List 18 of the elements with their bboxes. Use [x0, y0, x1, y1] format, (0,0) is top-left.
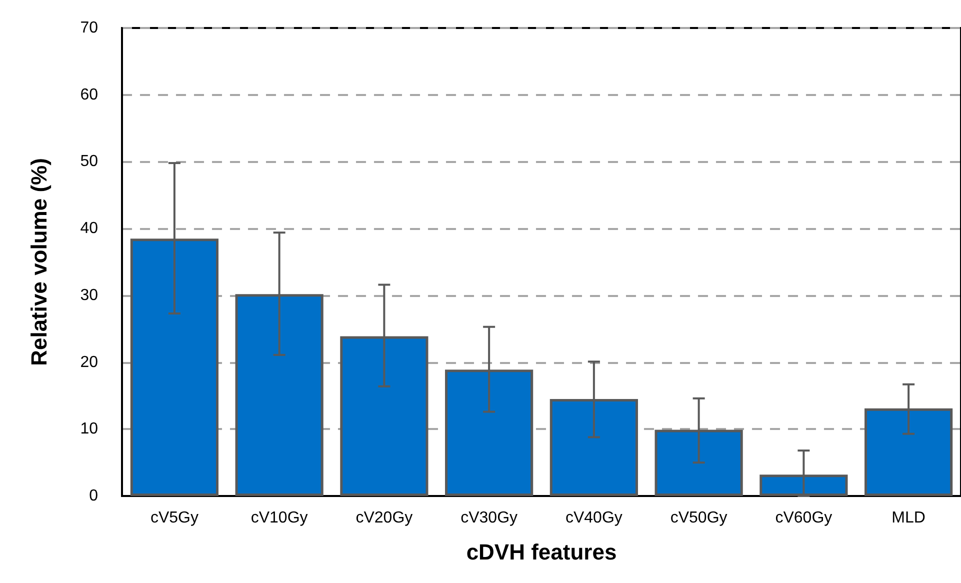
x-tick-label: cV30Gy [460, 510, 518, 526]
x-tick-label: cV60Gy [775, 510, 832, 526]
x-tick-label: cV5Gy [150, 510, 198, 526]
y-tick-label: 50 [80, 153, 98, 170]
y-tick-label: 10 [80, 420, 98, 438]
x-tick-label: cV50Gy [670, 510, 728, 526]
x-tick-label: cV10Gy [250, 510, 308, 526]
x-axis-title: cDVH features [466, 540, 617, 564]
y-tick-label: 20 [80, 354, 98, 371]
x-tick-label: MLD [892, 510, 926, 526]
y-tick-label: 60 [80, 86, 98, 104]
y-tick-label: 0 [89, 488, 98, 504]
y-axis-title: Relative volume (%) [26, 158, 52, 366]
x-tick-label: cV40Gy [565, 510, 622, 526]
y-tick-label: 30 [80, 286, 98, 304]
x-tick-label: cV20Gy [356, 510, 413, 526]
y-tick-label: 70 [80, 20, 98, 36]
y-tick-label: 40 [80, 220, 98, 238]
